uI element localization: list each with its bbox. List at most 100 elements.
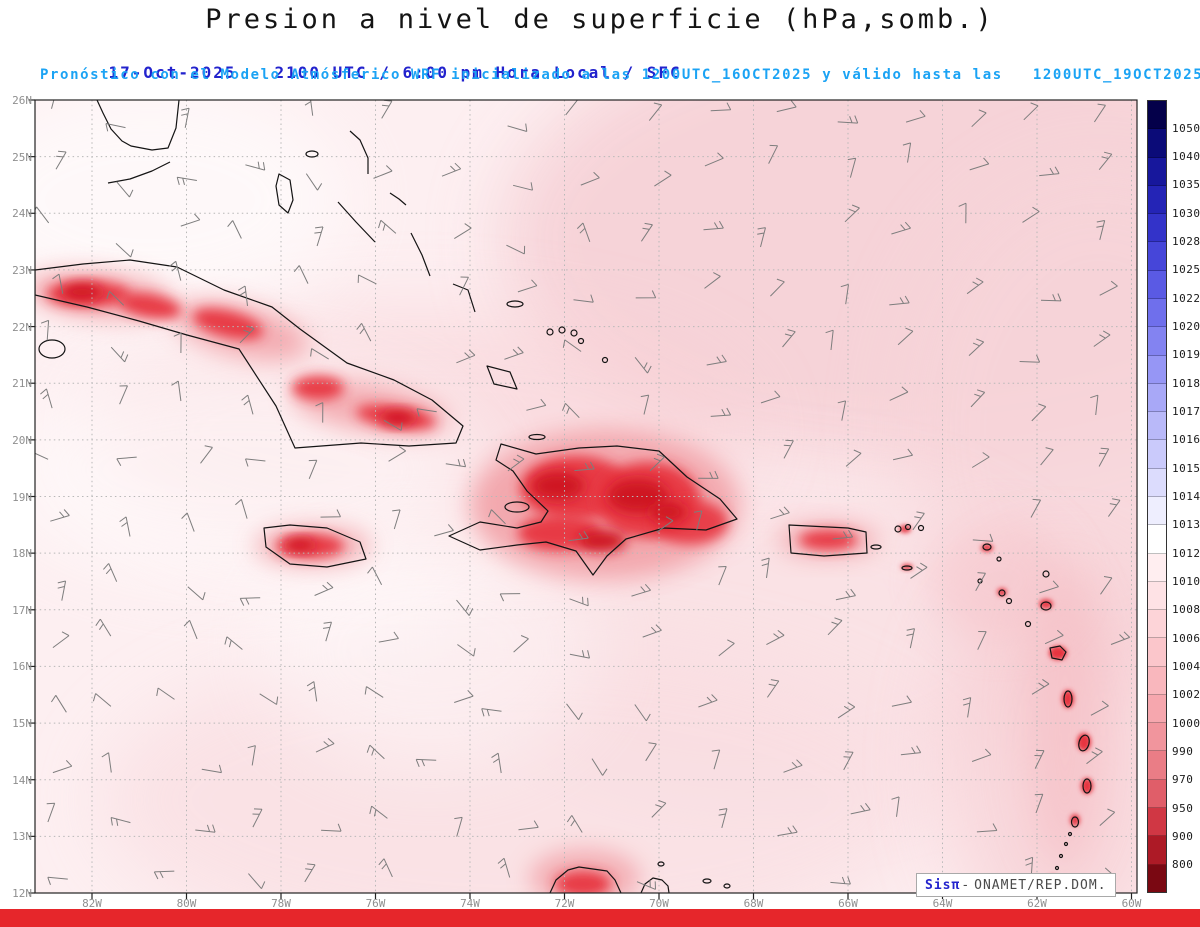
lat-label: 19N: [12, 490, 32, 504]
coast-jamaica: [263, 524, 367, 568]
lat-label: 22N: [12, 320, 32, 334]
colorbar-segment: [1148, 723, 1166, 752]
colorbar-segment: [1148, 355, 1166, 384]
coast-grenadines: [1063, 841, 1069, 847]
coast-grand-turk: [601, 356, 609, 364]
colorbar-tick-label: 1030: [1172, 206, 1200, 220]
coast-virgin-islands: [917, 524, 925, 532]
coast-caicos: [558, 326, 566, 334]
coast-virgin-islands: [904, 523, 912, 531]
colorbar-tick-label: 1040: [1172, 150, 1200, 164]
coast-florida-keys: [107, 161, 171, 184]
colorbar-segment: [1148, 525, 1166, 554]
coast-montserrat: [1024, 620, 1032, 628]
coast-st-vincent: [1070, 816, 1080, 828]
colorbar-segment: [1148, 157, 1166, 186]
coastlines-layer: [35, 100, 1092, 893]
colorbar-tick-label: 1008: [1172, 603, 1200, 617]
credit-box: Sisπ - ONAMET/REP.DOM.: [916, 873, 1116, 897]
coast-guadeloupe: [1049, 645, 1067, 661]
coast-st-martin: [982, 543, 992, 551]
colorbar-segment: [1148, 214, 1166, 243]
lon-label: 78W: [271, 897, 291, 910]
colorbar-tick-label: 1025: [1172, 263, 1200, 277]
lon-label: 68W: [743, 897, 764, 910]
coast-crooked-acklins: [452, 283, 476, 313]
coast-cuba: [35, 259, 464, 449]
colorbar-segment: [1148, 836, 1166, 865]
colorbar-segment: [1148, 638, 1166, 667]
pressure-shading-layer: [35, 100, 1137, 893]
lat-label: 14N: [12, 773, 32, 787]
colorbar-segment: [1148, 440, 1166, 469]
coast-st-croix: [901, 565, 913, 571]
colorbar-tick-label: 1020: [1172, 320, 1200, 334]
model-info-line: Pronóstico con el Modelo Atmósferico WRF…: [40, 67, 1200, 83]
lon-label: 76W: [365, 897, 386, 910]
coast-martinique: [1078, 734, 1090, 752]
coast-caicos: [570, 329, 578, 337]
coast-guajira: [549, 866, 622, 893]
lon-label: 82W: [82, 897, 102, 910]
colorbar-tick-label: 1017: [1172, 405, 1200, 419]
colorbar-segment: [1148, 779, 1166, 809]
credit-separator: -: [961, 877, 971, 893]
colorbar-tick-label: 990: [1172, 744, 1194, 758]
coast-grenadines: [1058, 853, 1064, 859]
coast-isla-juventud: [38, 339, 66, 359]
colorbar-tick-label: 1015: [1172, 461, 1200, 475]
coast-caicos: [546, 328, 554, 336]
lat-label: 12N: [12, 887, 32, 900]
coast-barbuda: [1042, 570, 1050, 578]
colorbar-segment: [1148, 129, 1166, 158]
colorbar-segment: [1148, 694, 1166, 724]
lat-label: 13N: [12, 830, 32, 844]
colorbar-tick-label: 1014: [1172, 490, 1200, 503]
colorbar-tick-label: 1012: [1172, 546, 1200, 560]
lon-label: 64W: [932, 897, 953, 910]
coast-antigua: [1040, 601, 1052, 611]
coast-hispaniola: [448, 443, 738, 576]
colorbar-segment: [1148, 383, 1166, 413]
colorbar-tick-label: 1035: [1172, 178, 1200, 192]
colorbar-segment: [1148, 496, 1166, 526]
colorbar-tick-label: 1002: [1172, 688, 1200, 702]
colorbar-tick-label: 1004: [1172, 659, 1200, 673]
colorbar-segment: [1148, 327, 1166, 356]
colorbar-tick-label: 900: [1172, 829, 1194, 843]
coast-dominica: [1063, 690, 1073, 708]
credit-system-name: Sisπ: [925, 877, 961, 893]
coast-curacao: [702, 878, 712, 884]
coast-caicos: [577, 337, 585, 345]
coast-bonaire: [723, 883, 731, 889]
lon-label: 60W: [1121, 897, 1142, 910]
coast-andros: [275, 173, 294, 214]
forecast-valid-time: 2100 UTC / 6:00 pm Hora Local / SFC: [274, 63, 682, 82]
coast-mayaguana: [506, 300, 524, 308]
colorbar-segment: [1148, 468, 1166, 497]
lat-label: 20N: [12, 433, 32, 447]
lat-label: 23N: [12, 263, 32, 277]
forecast-date: 17-Oct-2025: [108, 63, 237, 82]
colorbar-segment: [1148, 101, 1166, 130]
coast-florida: [96, 100, 180, 151]
colorbar-segment: [1148, 298, 1166, 328]
colorbar-segment: [1148, 270, 1166, 299]
colorbar-tick-label: 1019: [1172, 348, 1200, 362]
colorbar-labels: 1050 1040 1035 1030 1028 1025 1022 1020 1019 1018…: [1172, 100, 1200, 893]
coast-st-lucia: [1082, 778, 1092, 794]
colorbar-segment: [1148, 553, 1166, 582]
coast-puerto-rico: [788, 524, 868, 557]
coast-tortuga: [528, 433, 546, 441]
colorbar-tick-label: 1006: [1172, 631, 1200, 645]
colorbar-tick-label: 1000: [1172, 716, 1200, 730]
coast-long-island: [410, 232, 431, 277]
coast-st-barth: [996, 556, 1002, 562]
coast-great-inagua: [486, 365, 518, 390]
coast-aruba: [657, 861, 665, 867]
colorbar-tick-label: 950: [1172, 801, 1194, 815]
coast-eleuthera: [349, 130, 369, 174]
coast-st-kitts: [998, 589, 1006, 597]
colorbar-tick-label: 1050: [1172, 121, 1200, 135]
colorbar-segment: [1148, 242, 1166, 271]
